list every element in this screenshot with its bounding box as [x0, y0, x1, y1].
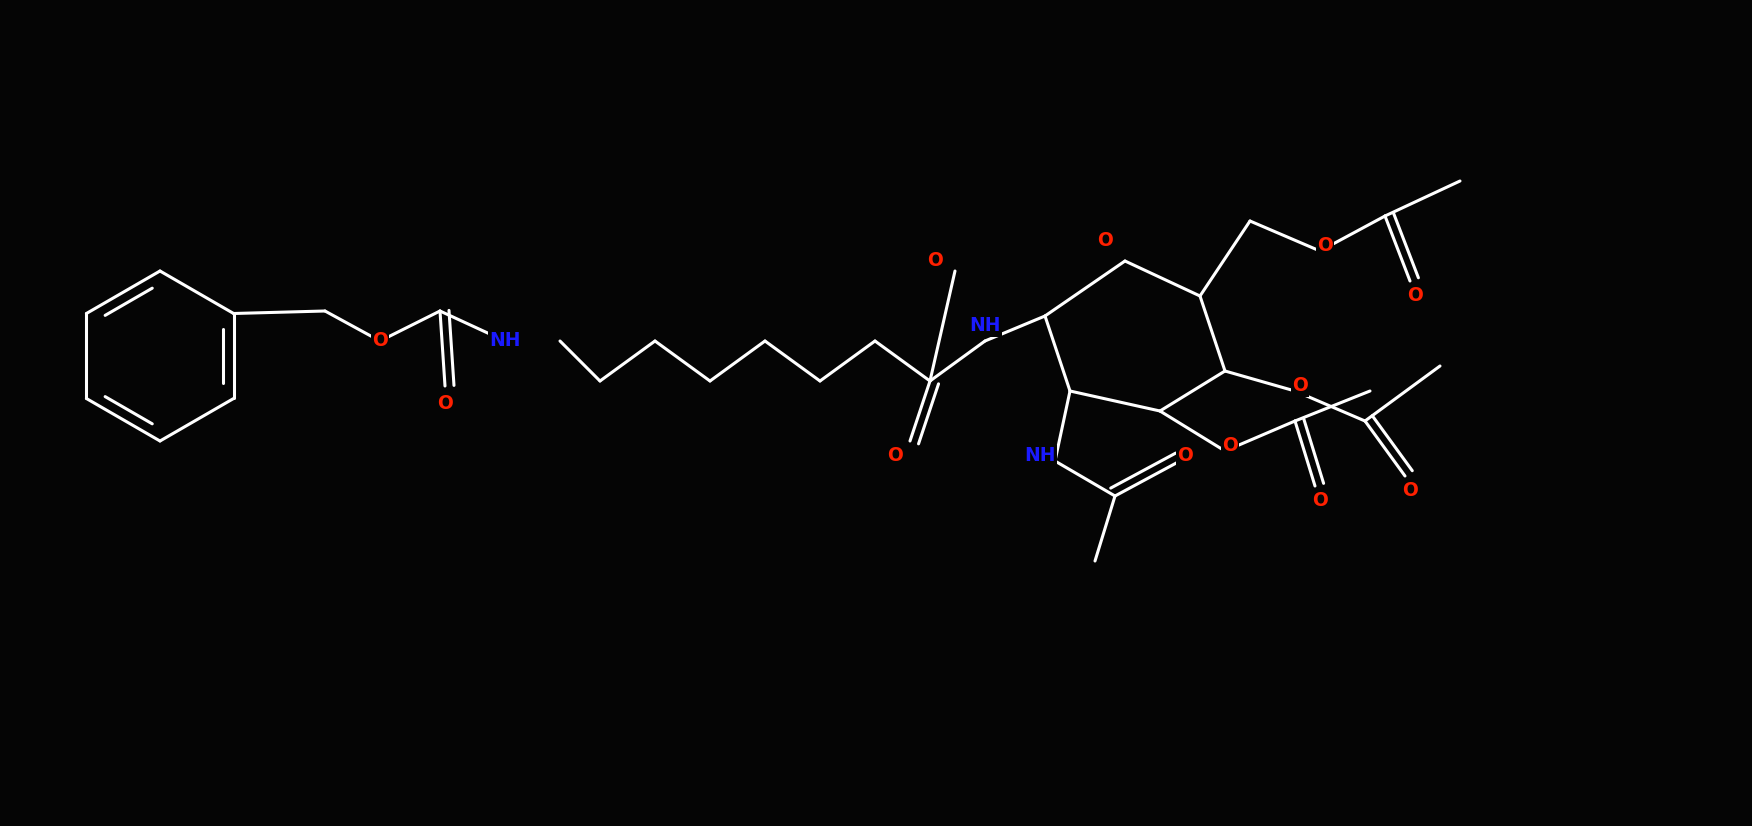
Text: O: O [1291, 377, 1309, 396]
Text: O: O [371, 331, 387, 350]
Text: O: O [927, 251, 943, 270]
Text: O: O [1318, 236, 1333, 255]
Text: NH: NH [489, 331, 520, 350]
Text: O: O [1402, 482, 1417, 501]
Text: O: O [1407, 287, 1423, 306]
Text: NH: NH [969, 316, 1000, 335]
Text: O: O [436, 395, 454, 414]
Text: O: O [887, 447, 902, 466]
Text: O: O [1177, 447, 1193, 466]
Text: O: O [1223, 436, 1239, 455]
Text: NH: NH [1025, 447, 1056, 466]
Text: O: O [1097, 231, 1113, 250]
Text: O: O [1312, 491, 1328, 510]
